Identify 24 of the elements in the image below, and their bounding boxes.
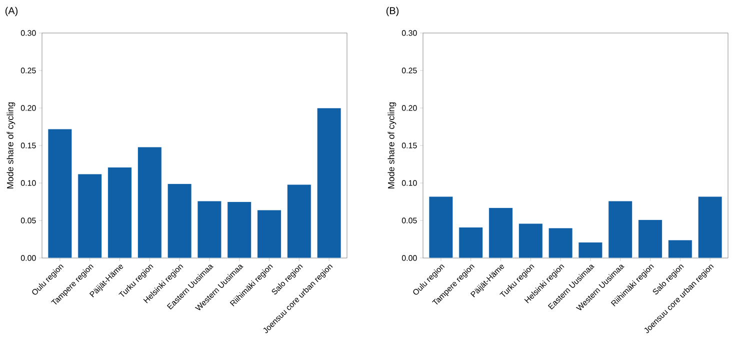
bar [257,210,282,258]
bar [138,147,162,258]
chart-title: (A) [5,6,18,16]
bar [316,108,342,258]
bar [458,227,483,258]
bar [698,196,722,258]
bar [428,196,453,258]
bar [668,240,692,258]
bar [638,220,662,258]
y-axis-title: Mode share of cycling [6,102,16,188]
bar [488,208,513,258]
bar [608,201,632,258]
bar [578,242,602,258]
bar [518,224,543,258]
bar [197,201,222,258]
bar [227,202,252,258]
bar [108,167,132,258]
chart-title: (B) [386,6,399,16]
bar [168,184,192,258]
bar [48,129,72,258]
bar [548,228,573,258]
bar [287,184,312,258]
bar [78,174,102,258]
y-axis-title: Mode share of cycling [388,102,396,188]
